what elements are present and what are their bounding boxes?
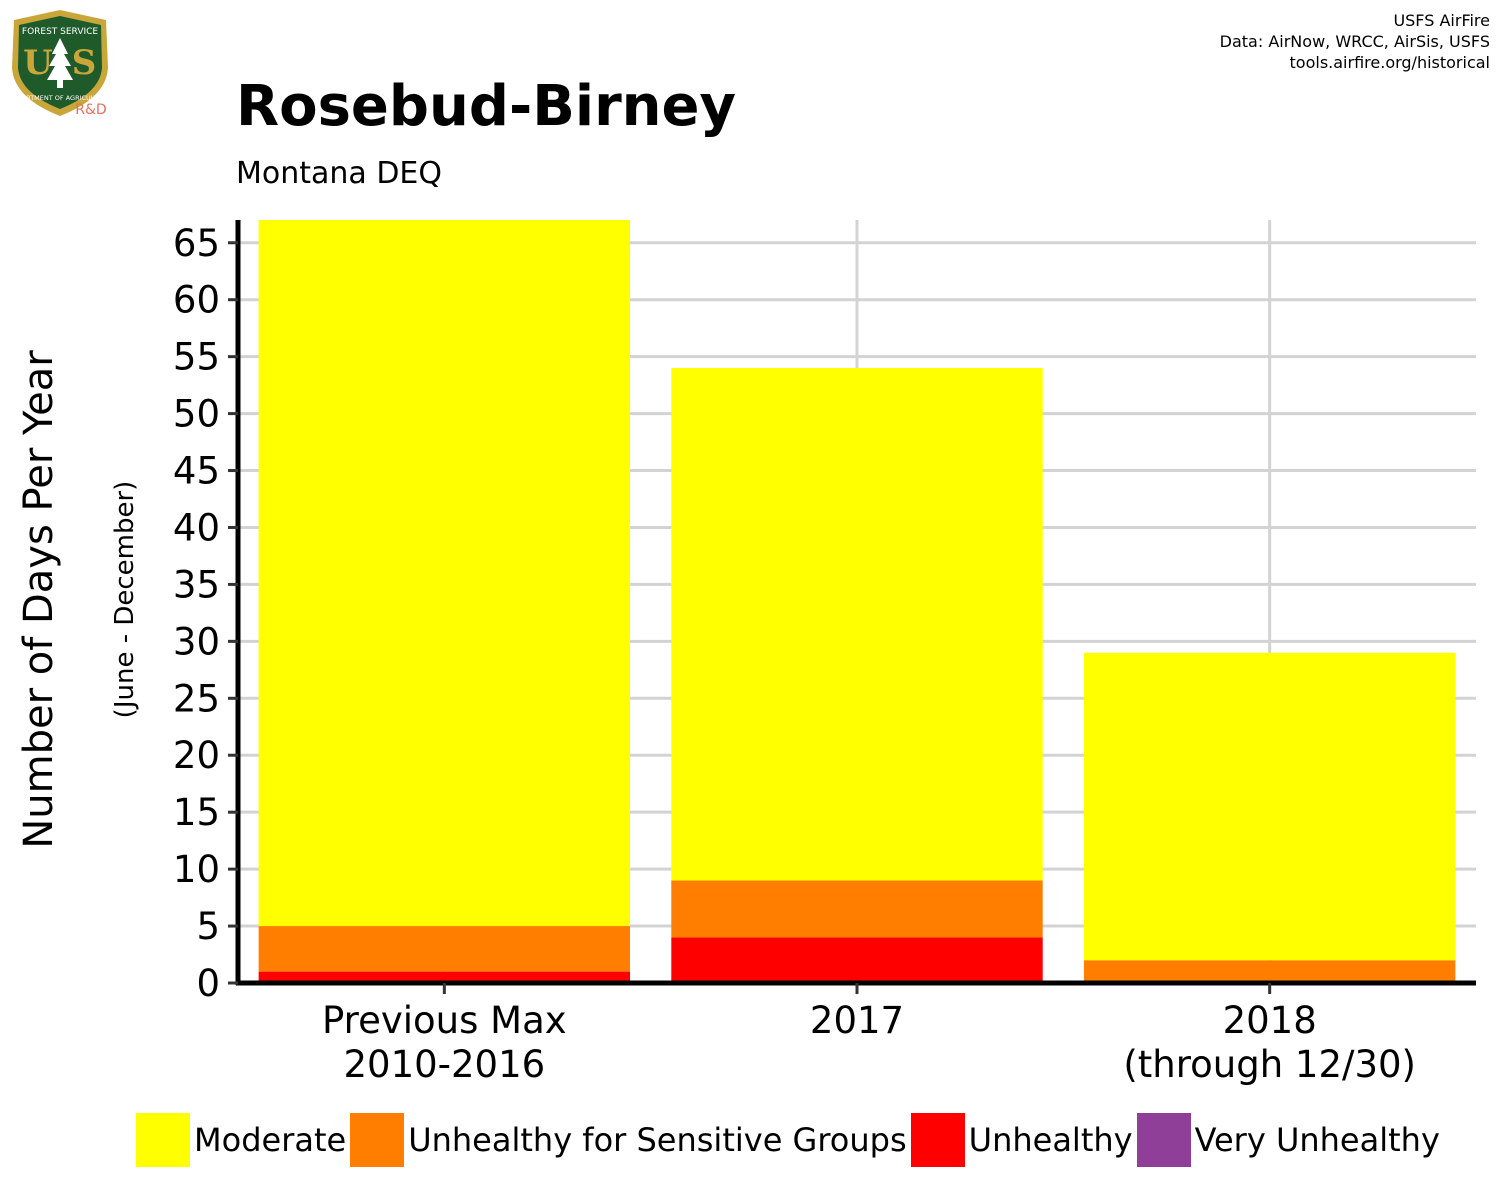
y-axis-subtitle: (June - December) [110, 481, 140, 719]
y-tick-label: 20 [173, 734, 220, 777]
legend-label: Moderate [194, 1121, 347, 1159]
legend-label: Unhealthy for Sensitive Groups [408, 1121, 907, 1159]
bar-segment [671, 880, 1043, 938]
y-tick-label: 45 [173, 450, 220, 493]
y-tick-label: 10 [173, 848, 220, 891]
y-tick-label: 65 [173, 222, 220, 265]
logo-top-text: FOREST SERVICE [22, 27, 99, 37]
x-tick-label: (through 12/30) [1123, 1043, 1416, 1086]
credits: USFS AirFire Data: AirNow, WRCC, AirSis,… [1220, 10, 1490, 73]
credit-line-1: USFS AirFire [1393, 11, 1490, 30]
bar-segment [1083, 652, 1456, 961]
tree-icon [47, 38, 73, 88]
usfs-logo: FOREST SERVICE U S DEPARTMENT OF AGRICUL… [9, 10, 111, 118]
legend-item: Unhealthy [910, 1113, 1133, 1167]
x-tick-label: 2017 [810, 999, 904, 1042]
y-tick-label: 60 [173, 279, 220, 322]
legend-item: Moderate [136, 1113, 346, 1167]
logo-rd-tag: R&D [75, 102, 106, 118]
y-tick-label: 5 [196, 905, 220, 948]
credit-line-3: tools.airfire.org/historical [1289, 53, 1490, 72]
credit-line-2: Data: AirNow, WRCC, AirSis, USFS [1219, 32, 1490, 51]
bar-segment [671, 368, 1043, 881]
x-tick-label: Previous Max [322, 999, 567, 1042]
y-tick-label: 40 [173, 506, 220, 549]
bar-segment [671, 937, 1043, 983]
bar-segment [258, 926, 631, 972]
y-tick-label: 15 [173, 791, 220, 834]
chart-legend: Moderate Unhealthy for Sensitive Groups Un… [136, 1112, 1444, 1168]
logo-bottom-text: DEPARTMENT OF AGRICULTURE [9, 94, 111, 102]
bar-segment [258, 220, 631, 927]
legend-label: Unhealthy [968, 1121, 1133, 1159]
y-tick-label: 25 [173, 677, 220, 720]
bar-segment [258, 971, 631, 983]
legend-swatch [910, 1113, 965, 1167]
x-tick-label: 2018 [1223, 999, 1317, 1042]
legend-swatch [350, 1113, 405, 1167]
x-tick-label: 2010-2016 [343, 1043, 545, 1086]
y-tick-label: 55 [173, 336, 220, 379]
chart-title: Rosebud-Birney [236, 74, 737, 139]
legend-swatch [1136, 1113, 1191, 1167]
legend-item: Unhealthy for Sensitive Groups [350, 1113, 907, 1167]
logo-letter-s: S [72, 43, 97, 83]
y-tick-label: 50 [173, 393, 220, 436]
bar-segment [1083, 960, 1456, 983]
legend-item: Very Unhealthy [1136, 1113, 1440, 1167]
legend-swatch [136, 1113, 190, 1167]
logo-letter-u: U [23, 43, 53, 83]
legend-label: Very Unhealthy [1194, 1121, 1440, 1159]
y-tick-label: 35 [173, 563, 220, 606]
y-axis-title: Number of Days Per Year [16, 350, 62, 849]
y-tick-label: 0 [196, 962, 220, 1005]
y-tick-label: 30 [173, 620, 220, 663]
chart-subtitle: Montana DEQ [236, 156, 443, 191]
